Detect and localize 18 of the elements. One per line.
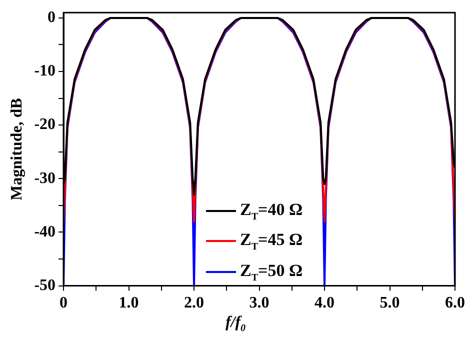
x-tick-label: 4.0 [314,294,335,312]
y-tick-label: -50 [34,276,56,294]
y-tick-label: -20 [34,116,56,134]
y-tick-label: 0 [48,9,56,26]
y-axis-title: Magnitude, dB [8,98,26,200]
x-tick-label: 5.0 [380,294,400,312]
x-tick-label: 3.0 [249,294,270,312]
legend-label: Z$_{T}$=40 Ω [239,199,303,224]
y-tick-label: -10 [34,62,56,80]
y-tick-label: -30 [34,170,56,187]
x-tick-label: 1.0 [118,294,139,312]
legend-label: Z$_{T}$=45 Ω [239,229,303,255]
legend-label: Z$_{T}$=50 Ω [239,260,303,286]
x-axis-title: f/f$_{0}$ [224,314,247,334]
x-tick-label: 0 [60,294,68,312]
x-tick-label: 2.0 [184,294,204,312]
x-tick-label: 6.0 [445,294,465,312]
y-tick-label: -40 [34,223,56,240]
